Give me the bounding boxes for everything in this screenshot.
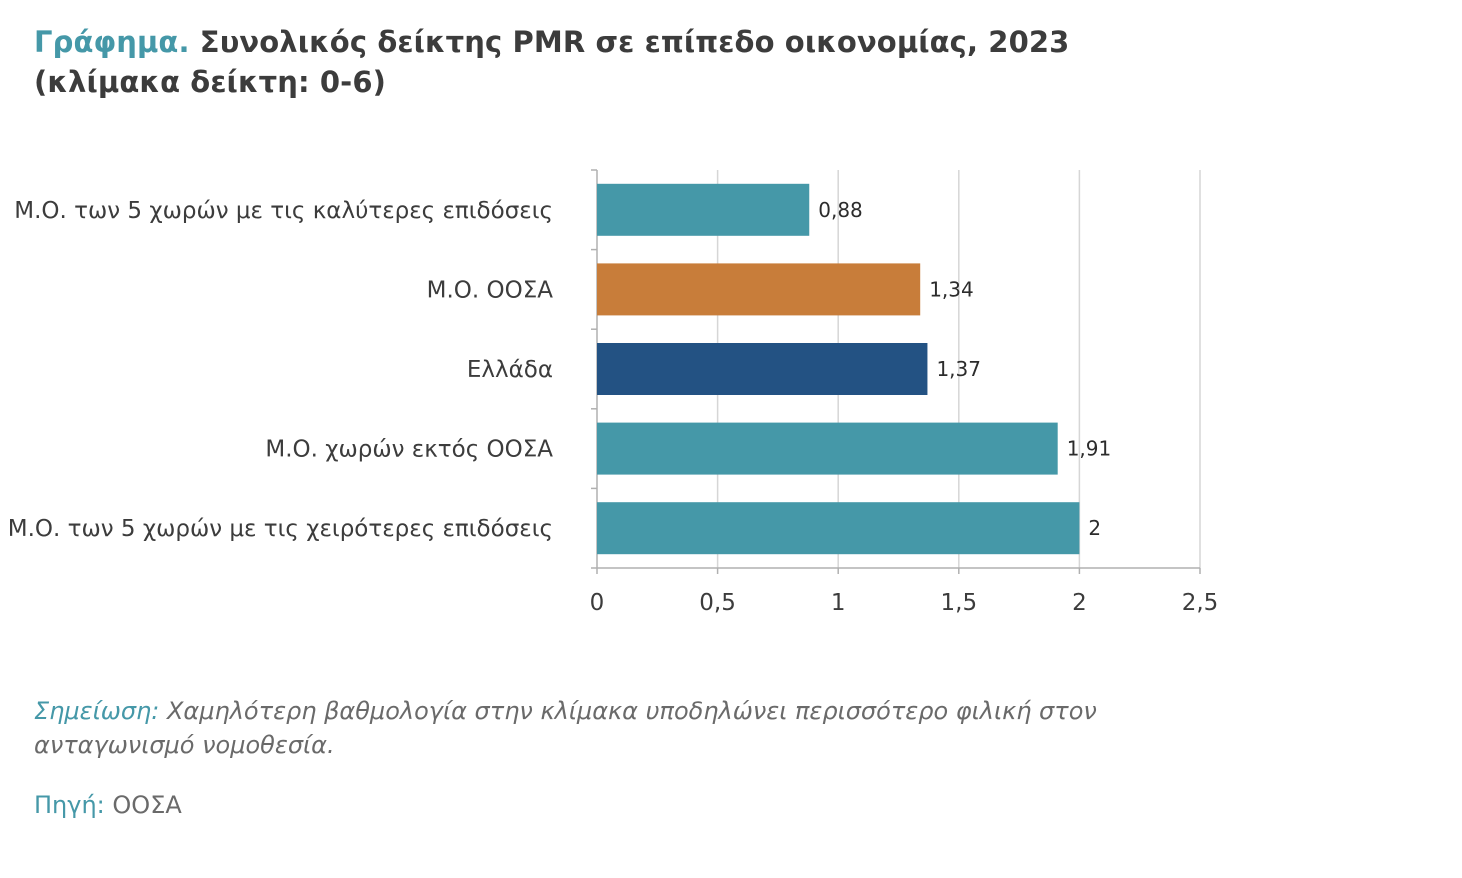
bar [597,263,921,316]
data-label: 0,88 [818,198,863,222]
source-label: Πηγή: [34,791,105,819]
y-tick-label: Μ.Ο. των 5 χωρών με τις χειρότερες επιδό… [8,516,553,542]
chart-area: 0 0,5 1 1,5 2 2,5 Μ.Ο. των 5 χωρών με τις καλύ… [8,169,1219,616]
chart-note: Σημείωση: Χαμηλότερη βαθμολογία στην κλί… [34,694,1154,762]
x-tick-label: 0,5 [699,590,736,616]
bar [597,502,1080,555]
title-prefix: Γράφημα. [34,25,190,59]
x-tick-label: 2,5 [1182,590,1219,616]
x-tick-label: 0 [590,590,605,616]
x-tick-label: 2 [1072,590,1087,616]
data-label: 2 [1088,516,1101,540]
x-tick-label: 1 [831,590,846,616]
note-label: Σημείωση: [34,697,160,725]
y-tick-label: Μ.Ο. των 5 χωρών με τις καλύτερες επιδόσ… [14,198,553,224]
data-label: 1,37 [936,357,981,381]
bar-chart: 0 0,5 1 1,5 2 2,5 Μ.Ο. των 5 χωρών με τις καλύ… [8,169,1219,616]
note-text: Χαμηλότερη βαθμολογία στην κλίμακα υποδη… [34,697,1097,759]
y-tick-label: Ελλάδα [467,357,553,383]
data-label: 1,34 [929,277,974,301]
bar [597,422,1058,475]
chart-source: Πηγή: ΟΟΣΑ [34,788,182,822]
title-subtitle: (κλίμακα δείκτη: 0-6) [34,65,386,99]
title-main: Συνολικός δείκτης PMR σε επίπεδο οικονομ… [199,25,1070,59]
source-text: ΟΟΣΑ [112,791,182,819]
chart-title: Γράφημα. Συνολικός δείκτης PMR σε επίπεδ… [34,22,1069,102]
y-tick-label: Μ.Ο. ΟΟΣΑ [427,277,554,303]
bar [597,183,810,236]
bar [597,343,928,395]
x-tick-label: 1,5 [941,590,978,616]
y-tick-label: Μ.Ο. χωρών εκτός ΟΟΣΑ [265,437,553,463]
data-label: 1,91 [1067,437,1112,461]
